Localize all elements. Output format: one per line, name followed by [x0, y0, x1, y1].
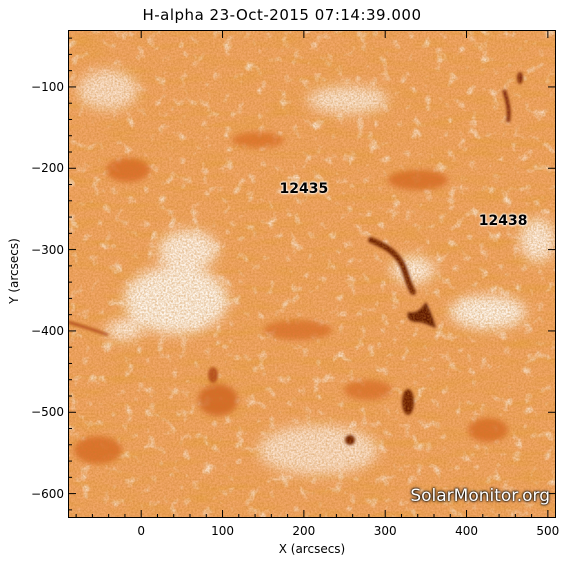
y-axis-title: Y (arcsecs)	[7, 238, 21, 304]
halpha-image-svg	[68, 30, 556, 518]
y-tick-label: −500	[31, 405, 64, 420]
x-tick-label: 100	[211, 524, 234, 538]
active-region-label: 12438	[478, 213, 528, 230]
y-tick-label: −400	[31, 323, 64, 338]
x-tick-label: 300	[373, 524, 397, 538]
x-tick-label: 200	[292, 524, 316, 538]
y-tick-label: −200	[31, 161, 64, 176]
x-tick-label: 500	[536, 524, 560, 538]
y-tick-label: −100	[31, 79, 64, 94]
figure-title: H-alpha 23-Oct-2015 07:14:39.000	[142, 6, 422, 24]
halpha-image	[68, 30, 556, 518]
active-region-label: 12435	[279, 180, 329, 197]
x-axis-title: X (arcsecs)	[278, 542, 346, 556]
x-tick-label: 0	[137, 524, 146, 538]
x-tick-label: 400	[455, 524, 478, 538]
watermark-solarmonitor: SolarMonitor.org	[410, 486, 550, 506]
y-tick-label: −600	[31, 486, 64, 501]
speckle-grain	[68, 30, 556, 518]
y-tick-label: −300	[31, 242, 64, 257]
